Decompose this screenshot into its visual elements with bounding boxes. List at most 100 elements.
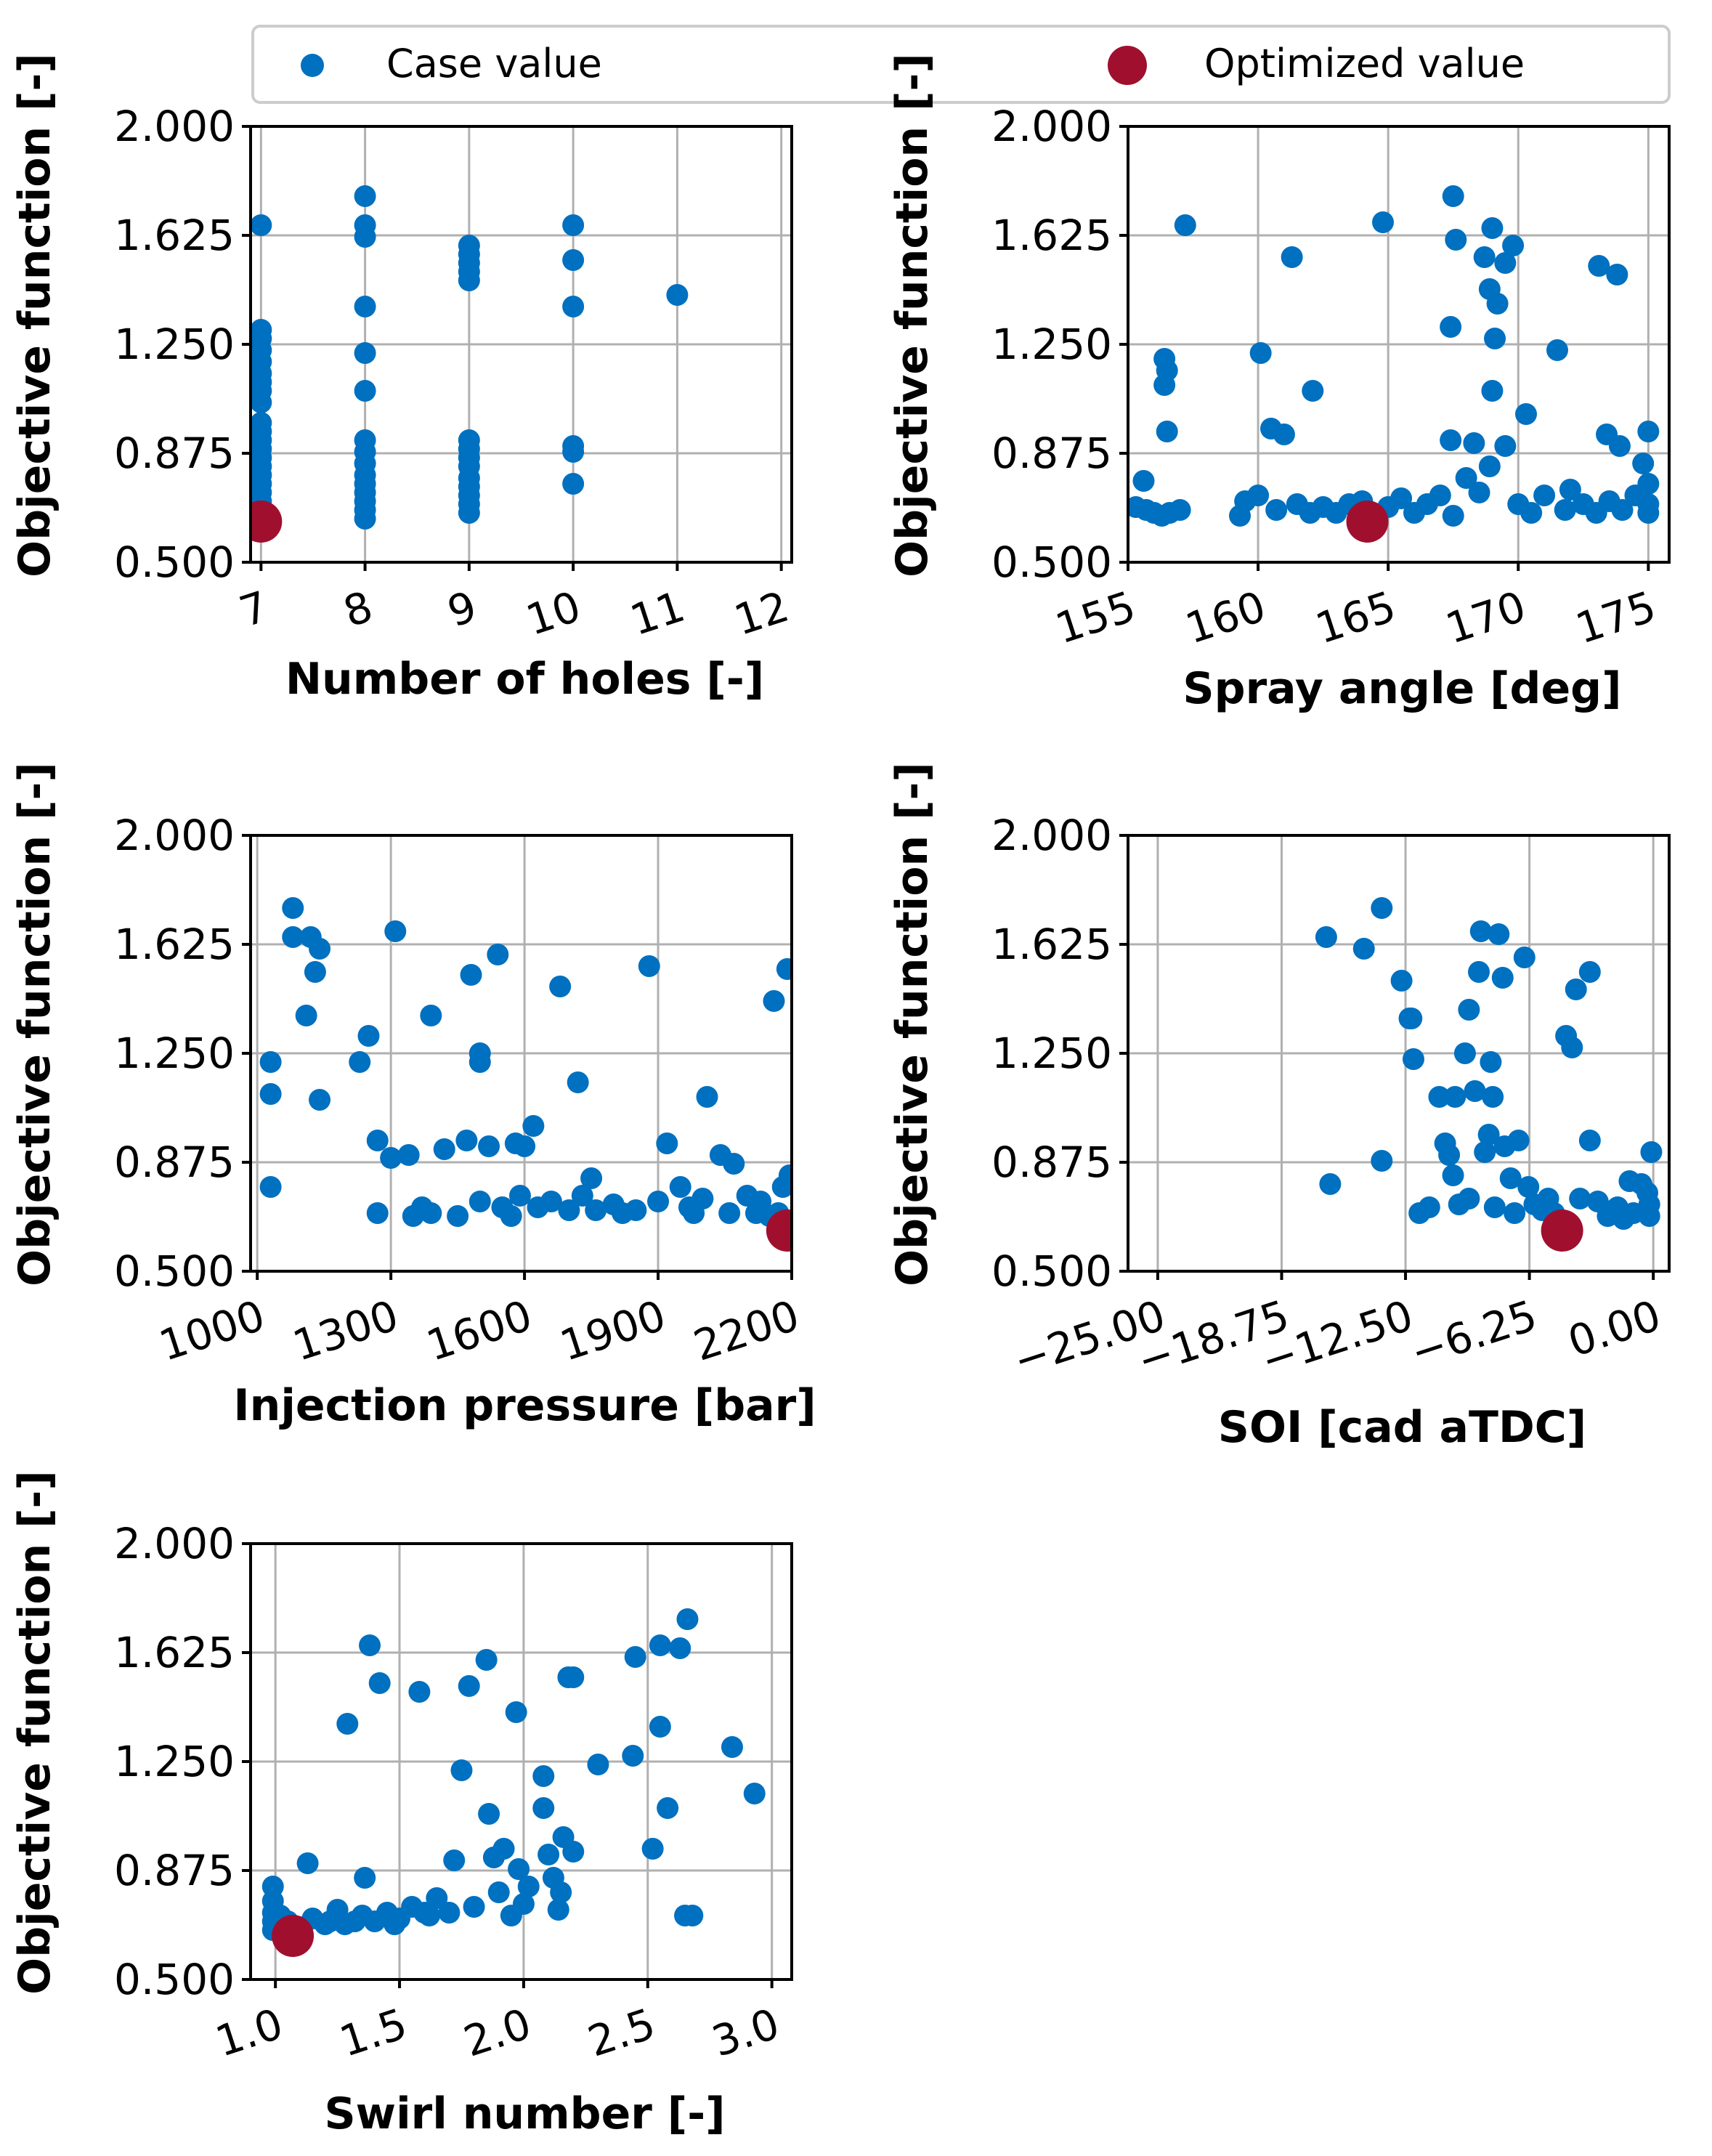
case-value-point — [1504, 1202, 1526, 1224]
case-value-point — [558, 1199, 580, 1221]
x-tick-label: 8 — [338, 582, 378, 637]
case-value-point — [1455, 467, 1477, 489]
x-axis-label: Number of holes [-] — [285, 654, 764, 705]
case-value-point — [478, 1135, 500, 1157]
case-value-point — [656, 1132, 678, 1154]
case-value-point — [1488, 923, 1510, 945]
case-value-point — [354, 226, 376, 248]
case-value-point — [380, 1147, 402, 1169]
case-value-point — [514, 1135, 536, 1157]
case-value-point — [282, 897, 304, 919]
chart-panel-5: 0.500 0.875 1.250 1.625 2.000 1.0 1.5 2.0 2.5 3.0… — [9, 1470, 793, 2139]
optimized-value-point — [766, 1209, 792, 1252]
case-value-point — [295, 1005, 317, 1026]
case-value-point — [1247, 485, 1270, 506]
case-value-point — [1637, 421, 1660, 442]
case-value-point — [585, 1199, 607, 1221]
case-value-point — [1302, 380, 1324, 402]
case-value-point — [508, 1185, 531, 1207]
case-value-point — [1400, 1008, 1423, 1029]
case-value-point — [1484, 328, 1506, 349]
case-value-point — [1372, 211, 1395, 233]
case-value-point — [336, 1713, 359, 1735]
case-value-point — [1445, 229, 1467, 251]
data-points — [251, 185, 689, 543]
case-value-point — [1486, 293, 1509, 315]
case-value-point — [1265, 499, 1288, 521]
case-value-point — [1469, 920, 1492, 942]
case-value-point — [384, 920, 407, 942]
y-axis-label: Objective function [-] — [887, 762, 938, 1286]
case-value-point — [1428, 1086, 1451, 1108]
case-value-point — [696, 1086, 718, 1108]
case-value-point — [1468, 482, 1490, 503]
chart-panel-3: 0.500 0.875 1.250 1.625 2.000 1000 1300 1600 190… — [9, 762, 816, 1431]
case-value-point — [657, 1797, 679, 1819]
case-value-point — [562, 441, 585, 463]
case-value-point — [468, 1191, 491, 1212]
case-value-point — [354, 342, 376, 364]
case-value-point — [475, 1649, 498, 1671]
case-value-point — [508, 1858, 530, 1880]
case-value-point — [468, 1051, 491, 1073]
case-value-point — [1418, 1196, 1440, 1218]
case-value-point — [1473, 246, 1496, 268]
case-value-point — [1507, 1130, 1530, 1151]
case-value-point — [420, 1202, 442, 1224]
case-value-point — [549, 976, 572, 997]
case-value-point — [357, 1025, 380, 1047]
case-value-point — [1520, 502, 1543, 524]
case-value-point — [676, 1608, 699, 1630]
case-value-point — [251, 392, 272, 413]
case-value-point — [1637, 502, 1660, 524]
case-value-point — [1588, 255, 1610, 277]
case-value-point — [641, 1838, 664, 1860]
chart-panel-4: 0.5000.8751.2501.6252.000−25.00−18.75−12… — [887, 762, 1671, 1453]
case-value-point — [763, 990, 785, 1012]
y-axis-label: Objective function [-] — [9, 1470, 60, 1995]
legend-case-marker — [301, 54, 324, 77]
x-tick-label: 2.5 — [582, 1999, 661, 2067]
case-value-point — [354, 1867, 376, 1889]
case-value-point — [1632, 453, 1655, 474]
legend-frame — [251, 25, 1671, 104]
case-value-point — [1478, 455, 1501, 477]
y-tick-label: 1.625 — [114, 211, 235, 260]
x-tick-label: 12 — [729, 582, 795, 645]
case-value-point — [1481, 380, 1504, 402]
case-value-point — [532, 1765, 555, 1787]
case-value-point — [1474, 1141, 1496, 1163]
legend-optimized-marker — [1108, 46, 1147, 85]
x-tick-label: 165 — [1310, 582, 1401, 654]
case-value-point — [368, 1672, 391, 1694]
case-value-point — [359, 1634, 381, 1656]
case-value-point — [540, 1191, 562, 1212]
x-tick-label: 3.0 — [706, 1999, 785, 2067]
y-tick-label: 0.500 — [991, 538, 1112, 587]
case-value-point — [1458, 999, 1480, 1021]
x-tick-label: 175 — [1570, 582, 1661, 654]
case-value-point — [1602, 1199, 1625, 1221]
case-value-point — [683, 1202, 705, 1224]
x-tick-label: 1000 — [153, 1291, 270, 1371]
case-value-point — [1153, 374, 1176, 396]
case-value-point — [1482, 1086, 1504, 1108]
case-value-point — [1315, 926, 1337, 948]
y-axis-label: Objective function [-] — [887, 53, 938, 578]
x-axis-label: Swirl number [-] — [324, 2088, 725, 2139]
case-value-point — [562, 1841, 585, 1863]
case-value-point — [1273, 423, 1295, 445]
case-value-point — [776, 958, 792, 980]
optimized-value-point — [251, 500, 283, 543]
case-value-point — [1390, 487, 1413, 509]
case-value-point — [1477, 1124, 1500, 1146]
y-tick-label: 1.250 — [114, 1737, 235, 1786]
case-value-point — [1442, 1164, 1464, 1186]
case-value-point — [458, 270, 480, 291]
case-value-point — [463, 1896, 485, 1918]
x-axis-label: SOI [cad aTDC] — [1218, 1402, 1586, 1453]
case-value-point — [649, 1716, 671, 1738]
case-value-point — [366, 1130, 389, 1151]
case-value-point — [1442, 185, 1464, 207]
x-tick-label: 10 — [520, 582, 586, 645]
